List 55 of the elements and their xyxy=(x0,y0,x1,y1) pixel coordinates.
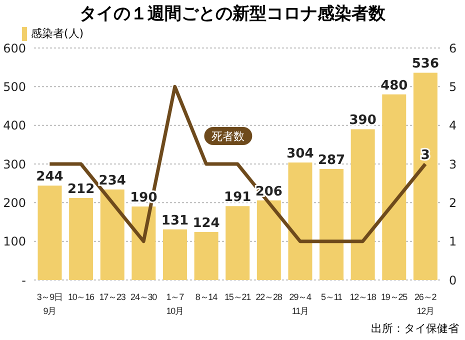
x-tick-label: 22～28 xyxy=(256,292,282,302)
y2-tick-label: 4 xyxy=(449,118,457,133)
y-tick-label: - xyxy=(22,273,26,288)
x-tick-label: 12～18 xyxy=(350,292,376,302)
data-label: 287 xyxy=(318,153,346,168)
y-tick-label: 300 xyxy=(3,157,26,172)
x-tick-label: 26～2 12月 xyxy=(414,292,437,316)
bar xyxy=(100,190,124,280)
x-tick-label: 19～25 xyxy=(381,292,408,302)
bar xyxy=(256,200,281,280)
y-tick-label: 200 xyxy=(3,196,26,210)
bar xyxy=(413,72,438,280)
chart-title: タイの１週間ごとの新型コロナ感染者数 xyxy=(78,3,386,25)
data-label: 212 xyxy=(67,182,95,198)
data-label: 480 xyxy=(380,78,408,94)
bar xyxy=(38,186,62,280)
x-tick-label: 17～23 xyxy=(99,292,126,302)
x-tick-label: 15～21 xyxy=(224,292,252,302)
bar xyxy=(350,129,375,280)
bar xyxy=(320,169,344,280)
x-tick-label: 8～14 xyxy=(195,292,218,302)
bar xyxy=(382,94,406,280)
bar xyxy=(162,229,187,280)
x-tick-label: 29～4 11月 xyxy=(289,292,312,316)
y-tick-label: 500 xyxy=(3,80,26,94)
text: 出所：タイ保健省 xyxy=(371,321,459,336)
data-label: 131 xyxy=(161,213,189,228)
y-tick-label: 600 xyxy=(3,41,26,56)
y2-tick-label: 3 xyxy=(449,157,457,172)
bar xyxy=(226,206,250,280)
y2-tick-label: 1 xyxy=(449,234,457,249)
data-label: 244 xyxy=(36,170,64,185)
bar xyxy=(69,198,94,280)
data-label: 234 xyxy=(98,174,126,189)
y2-tick-label: 5 xyxy=(449,80,457,94)
y2-tick-label: 2 xyxy=(449,196,457,210)
bar xyxy=(194,232,218,280)
bar xyxy=(288,162,312,280)
x-tick-label: 10～16 xyxy=(68,292,95,302)
y-tick-label: 400 xyxy=(3,118,26,133)
legend-label: 感染者(人) xyxy=(30,26,84,41)
data-label: 390 xyxy=(349,113,376,128)
y-tick-label: 100 xyxy=(3,234,26,249)
y2-tick-label: 6 xyxy=(449,41,457,56)
y2-tick-label: 0 xyxy=(449,273,457,288)
x-tick-label: 1～7 10月 xyxy=(166,292,184,316)
data-label: 191 xyxy=(224,190,252,206)
data-label: 3 xyxy=(420,148,430,163)
x-tick-label: 3～9日 9月 xyxy=(36,292,62,316)
data-label: 304 xyxy=(286,146,314,162)
data-label: 124 xyxy=(192,216,220,232)
x-tick-label: 24～30 xyxy=(130,292,158,302)
data-label: 536 xyxy=(412,56,440,72)
x-tick-label: 5～11 xyxy=(320,292,342,302)
series-label: 死者数 xyxy=(212,130,245,143)
